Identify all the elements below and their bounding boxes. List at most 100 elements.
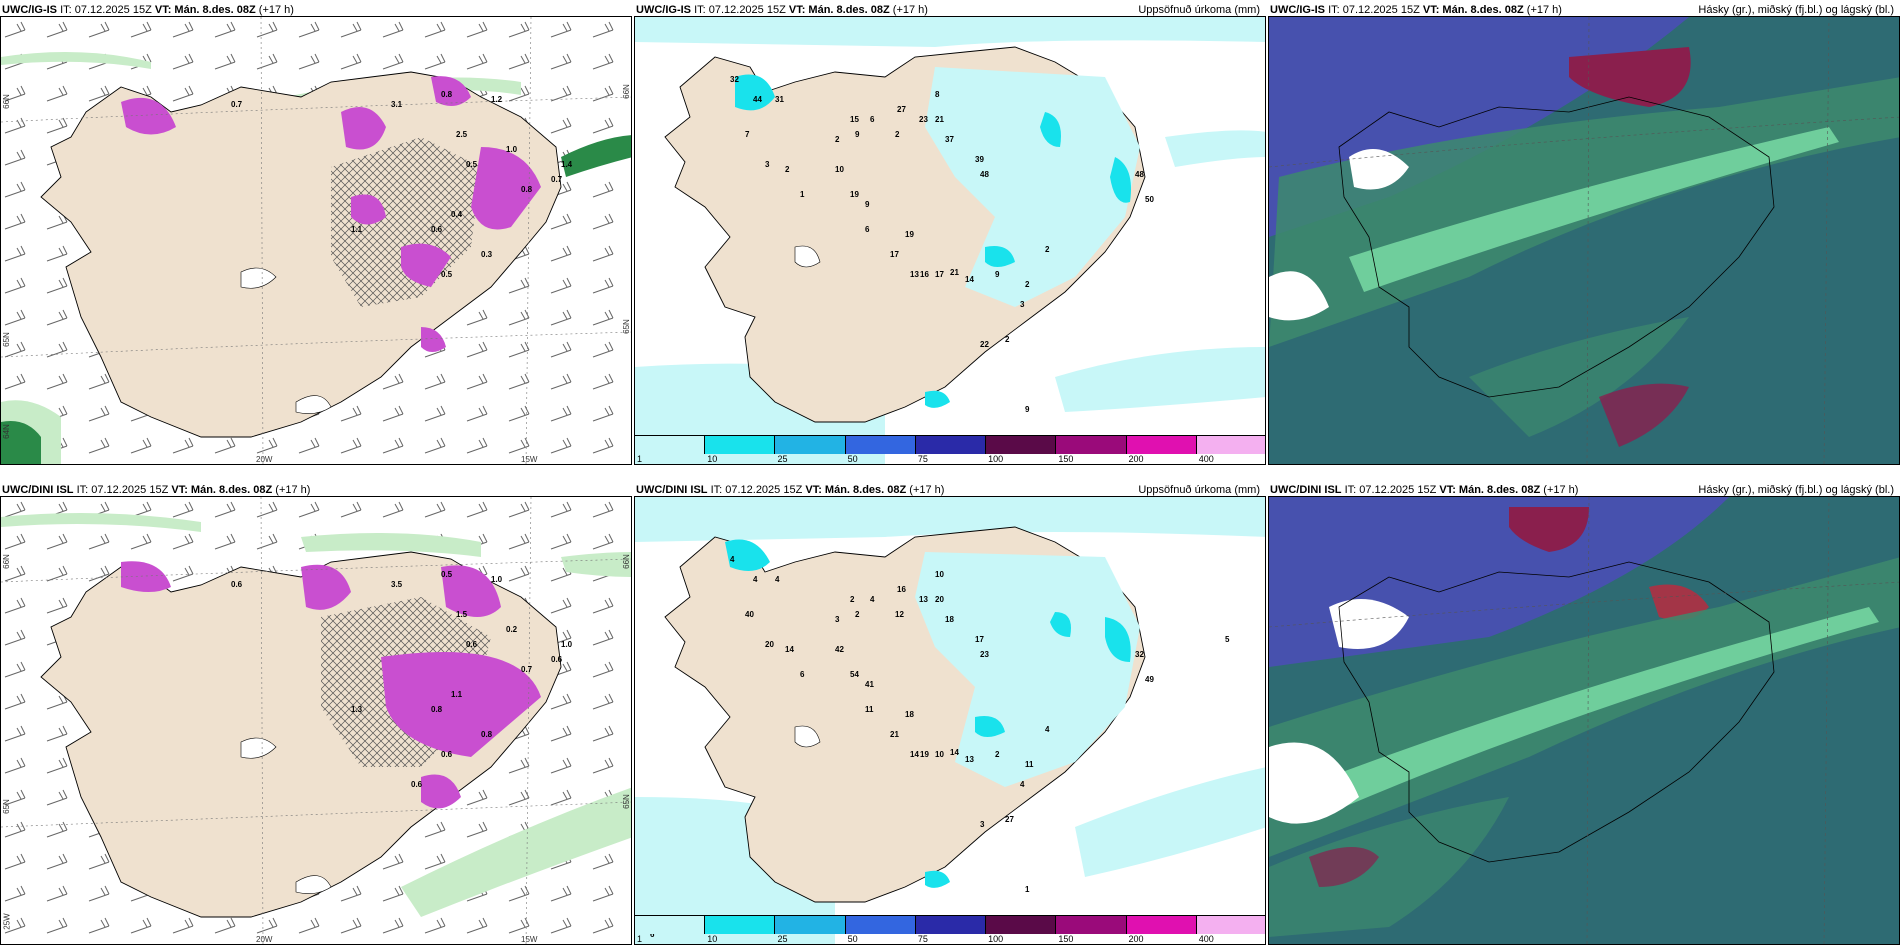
precip-value-label: 14 bbox=[950, 748, 959, 757]
precip-value-label: 18 bbox=[905, 710, 914, 719]
graticule bbox=[1269, 17, 1899, 464]
precip-value-label: 13 bbox=[919, 595, 928, 604]
model-name: UWC/IG-IS bbox=[1270, 4, 1325, 16]
panel-wind-precip-row1: UWC/IG-IS IT: 07.12.2025 15Z VT: Mán. 8.… bbox=[0, 0, 632, 465]
precip-value-label: 19 bbox=[850, 190, 859, 199]
colorbar-swatches bbox=[635, 435, 1265, 454]
precip-value-label: 7 bbox=[745, 130, 750, 139]
glacier bbox=[240, 737, 277, 759]
clear-area bbox=[1349, 149, 1409, 190]
precip-value-label: 20 bbox=[935, 595, 944, 604]
precip-area-mid bbox=[925, 390, 950, 408]
precip-value-label: 3 bbox=[835, 615, 840, 624]
colorbar-swatch bbox=[775, 916, 846, 934]
precip-area-mid bbox=[725, 539, 770, 571]
precip-value-label: 37 bbox=[945, 135, 954, 144]
lat-label: 66N bbox=[1, 554, 11, 569]
precip-value-label: 6 bbox=[870, 115, 875, 124]
graticule bbox=[1, 497, 631, 944]
precip-value-label: 42 bbox=[835, 645, 844, 654]
precip-value-label: 23 bbox=[919, 115, 928, 124]
panel-precip-row1: UWC/IG-IS IT: 07.12.2025 15Z VT: Mán. 8.… bbox=[634, 0, 1266, 465]
precip-value-label: 54 bbox=[850, 670, 859, 679]
precip-value-label: 1.4 bbox=[561, 160, 573, 169]
precip-value-label: 4 bbox=[730, 555, 735, 564]
precip-area-mid bbox=[925, 870, 950, 888]
precip-value-label: 17 bbox=[890, 250, 899, 259]
valid-time: VT: Mán. 8.des. 08Z bbox=[1439, 484, 1541, 496]
cloud-map bbox=[1269, 17, 1899, 464]
magenta-precip-cell bbox=[471, 147, 541, 230]
colorbar-tick-label: 75 bbox=[917, 934, 928, 944]
panel-header: UWC/IG-IS IT: 07.12.2025 15Z VT: Mán. 8.… bbox=[636, 4, 928, 16]
colorbar-tick-label: 1 bbox=[637, 934, 643, 944]
green-precip-band bbox=[1, 52, 151, 69]
high-cloud-area bbox=[1509, 507, 1589, 552]
lat-label: 65N bbox=[1, 332, 11, 347]
colorbar-swatch bbox=[1126, 916, 1197, 934]
lon-label: 15W bbox=[521, 455, 538, 464]
magenta-precip-cell bbox=[381, 652, 541, 757]
precip-value-label: 1 bbox=[800, 190, 805, 199]
precip-value-label: 6 bbox=[650, 930, 655, 939]
precip-value-label: 10 bbox=[935, 570, 944, 579]
glacier bbox=[794, 245, 821, 268]
colorbar-swatch bbox=[915, 436, 987, 454]
precip-band bbox=[635, 497, 1265, 542]
precip-band bbox=[1165, 130, 1265, 167]
precip-area-mid bbox=[1110, 157, 1131, 203]
precip-value-label: 1.5 bbox=[456, 610, 468, 619]
colorbar-swatch bbox=[915, 916, 987, 934]
lead-time: (+17 h) bbox=[1526, 4, 1562, 16]
lead-time: (+17 h) bbox=[892, 4, 928, 16]
lat-label: 25W bbox=[2, 913, 12, 930]
colorbar-tick-label: 25 bbox=[777, 454, 788, 464]
panel-cloud-row1: UWC/IG-IS IT: 07.12.2025 15Z VT: Mán. 8.… bbox=[1268, 0, 1900, 465]
precip-value-label: 22 bbox=[980, 340, 989, 349]
model-name: UWC/IG-IS bbox=[636, 4, 691, 16]
green-precip-band bbox=[1, 513, 201, 532]
precip-area-light bbox=[925, 67, 1140, 307]
colorbar-swatch bbox=[986, 916, 1057, 934]
precip-value-label: 19 bbox=[905, 230, 914, 239]
precip-value-label: 1.3 bbox=[351, 705, 363, 714]
precip-value-label: 11 bbox=[865, 705, 874, 714]
magenta-precip-cell bbox=[301, 564, 351, 610]
colorbar-tick-label: 200 bbox=[1128, 934, 1144, 944]
init-time: IT: 07.12.2025 15Z bbox=[76, 484, 169, 496]
map-accumulated-precip: 4 4 4 40 20 14 6 3 2 2 4 12 16 13 20 10 18 17 23 32 49 42 54 41… bbox=[634, 496, 1266, 945]
precip-value-label: 14 bbox=[910, 750, 919, 759]
precip-value-label: 8 bbox=[935, 90, 940, 99]
low-cloud-area bbox=[1469, 317, 1689, 437]
precip-value-label: 0.5 bbox=[441, 270, 453, 279]
model-name: UWC/IG-IS bbox=[2, 4, 57, 16]
precip-value-label: 0.3 bbox=[481, 250, 493, 259]
precip-value-label: 19 bbox=[920, 750, 929, 759]
panel-header: UWC/DINI ISL IT: 07.12.2025 15Z VT: Mán.… bbox=[1270, 484, 1578, 496]
magenta-precip-cell bbox=[431, 76, 471, 106]
precip-title: Uppsöfnuð úrkoma (mm) bbox=[1138, 4, 1260, 16]
magenta-precip-cell bbox=[121, 561, 171, 592]
colorbar: 1 10 25 50 75 100 150 200 400 bbox=[635, 435, 1265, 464]
colorbar-swatches bbox=[635, 915, 1265, 934]
colorbar-swatch bbox=[1196, 436, 1265, 454]
precip-value-label: 1.0 bbox=[491, 575, 503, 584]
precip-value-label: 2.5 bbox=[456, 130, 468, 139]
init-time: IT: 07.12.2025 15Z bbox=[694, 4, 786, 16]
precip-value-label: 0.7 bbox=[231, 100, 243, 109]
init-time: IT: 07.12.2025 15Z bbox=[1328, 4, 1420, 16]
precip-value-label: 0.2 bbox=[506, 625, 518, 634]
map-wind-precip: 0.7 0.8 1.2 3.1 2.5 0.5 1.0 0.4 0.6 1.1 0.8 0.7 1.4 0… bbox=[0, 16, 632, 465]
iceland-outline bbox=[1338, 561, 1775, 863]
clear-area bbox=[1329, 599, 1409, 649]
colorbar-tick-label: 150 bbox=[1058, 934, 1074, 944]
precip-value-label: 50 bbox=[1145, 195, 1154, 204]
precip-area-mid bbox=[1050, 612, 1071, 637]
precip-area-mid bbox=[735, 74, 775, 111]
precip-value-label: 3 bbox=[980, 820, 985, 829]
colorbar-swatch bbox=[845, 916, 916, 934]
green-precip-band bbox=[301, 533, 481, 557]
precip-values: 0.6 0.5 1.0 3.5 1.5 0.6 0.2 1.1 0.8 1.3 0.7 0.6 1.0 0… bbox=[231, 570, 573, 789]
precip-value-label: 2 bbox=[850, 595, 855, 604]
